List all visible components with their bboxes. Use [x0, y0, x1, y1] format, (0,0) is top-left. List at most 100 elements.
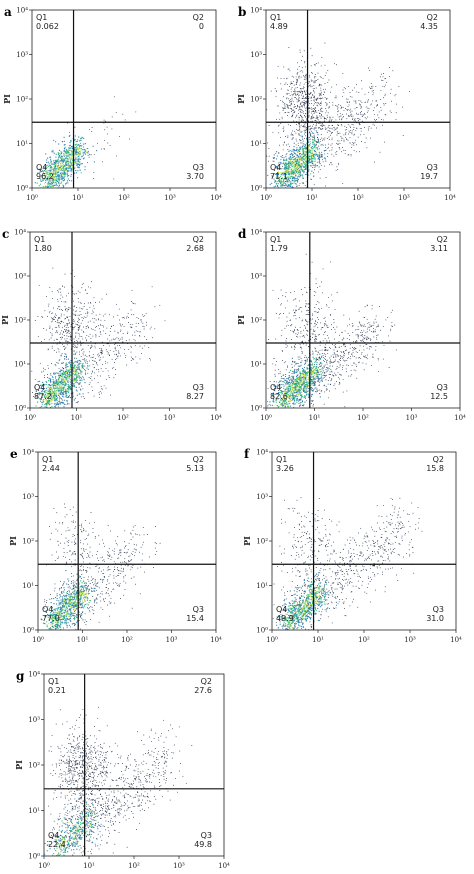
event-dot [290, 181, 292, 183]
event-dot [61, 333, 63, 335]
event-dot [328, 120, 330, 122]
event-dot [55, 321, 56, 323]
event-dot [60, 288, 61, 290]
event-dot [299, 108, 301, 110]
event-dot [51, 167, 54, 169]
event-dot [43, 174, 46, 176]
event-dot [359, 122, 361, 124]
event-dot [54, 373, 56, 375]
event-dot [294, 171, 296, 173]
event-dot [74, 150, 76, 152]
event-dot [42, 316, 44, 318]
event-dot [59, 154, 61, 157]
event-dot [46, 171, 49, 173]
event-dot [74, 157, 76, 159]
event-dot [348, 85, 349, 87]
event-dot [315, 125, 317, 127]
event-dot [101, 348, 102, 350]
event-dot [84, 358, 86, 360]
event-dot [318, 119, 320, 121]
event-dot [52, 376, 54, 378]
event-dot [80, 314, 82, 315]
event-dot [61, 164, 63, 166]
event-dot [69, 386, 71, 388]
event-dot [296, 106, 298, 108]
event-dot [292, 134, 294, 136]
event-dot [311, 55, 313, 57]
event-dot [272, 131, 274, 133]
event-dot [98, 368, 99, 370]
event-dot [328, 79, 330, 81]
event-dot [53, 350, 55, 352]
event-dot [320, 114, 322, 115]
event-dot [66, 323, 68, 325]
event-dot [315, 76, 317, 78]
event-dot [308, 128, 310, 130]
event-dot [51, 363, 52, 364]
event-dot [300, 174, 302, 177]
event-dot [324, 137, 326, 139]
event-dot [343, 109, 345, 111]
event-dot [273, 156, 275, 158]
event-dot [308, 120, 310, 122]
event-dot [313, 103, 315, 105]
event-dot [65, 362, 67, 364]
x-tick-label: 10¹ [306, 194, 318, 202]
event-dot [291, 167, 293, 169]
event-dots [265, 42, 411, 189]
event-dot [125, 340, 127, 342]
event-dot [322, 125, 324, 127]
quadrant-name-q3: Q3 [193, 163, 204, 172]
event-dot [52, 149, 54, 151]
event-dot [94, 329, 96, 331]
event-dot [296, 98, 298, 100]
event-dot [280, 155, 282, 158]
event-dot [60, 394, 62, 396]
event-dot [60, 178, 62, 180]
event-dot [299, 84, 301, 86]
event-dot [303, 160, 305, 162]
event-dot [297, 149, 299, 151]
event-dot [58, 318, 60, 319]
event-dot [319, 76, 321, 78]
event-dot [65, 169, 67, 172]
event-dot [70, 167, 72, 169]
event-dot [80, 377, 82, 379]
event-dot [78, 156, 80, 158]
event-dot [395, 119, 397, 121]
event-dot [402, 135, 404, 137]
event-dot [305, 146, 308, 148]
event-dot [66, 180, 68, 182]
event-dot [295, 117, 297, 119]
event-dot [308, 144, 310, 146]
event-dot [79, 363, 81, 365]
event-dot [135, 356, 137, 358]
event-dot [49, 401, 51, 403]
event-dot [45, 167, 47, 170]
event-dot [320, 87, 322, 89]
event-dot [44, 404, 46, 406]
event-dot [64, 349, 66, 351]
event-dot [351, 133, 353, 135]
event-dot [314, 81, 316, 83]
event-dot [139, 331, 141, 333]
event-dot [355, 101, 357, 103]
event-dot [62, 174, 64, 176]
event-dot [82, 388, 84, 390]
event-dot [149, 358, 151, 359]
event-dot [364, 101, 366, 103]
event-dot [92, 356, 94, 358]
event-dot [43, 328, 45, 329]
event-dot [64, 348, 66, 350]
event-dot [80, 362, 82, 364]
event-dot [77, 170, 79, 172]
event-dot [41, 180, 43, 182]
event-dot [76, 340, 78, 342]
event-dot [343, 140, 345, 142]
event-dot [341, 125, 343, 127]
event-dot [290, 174, 292, 176]
event-dot [321, 159, 323, 161]
event-dot [288, 163, 290, 165]
event-dot [59, 298, 61, 300]
event-dot [66, 172, 68, 174]
